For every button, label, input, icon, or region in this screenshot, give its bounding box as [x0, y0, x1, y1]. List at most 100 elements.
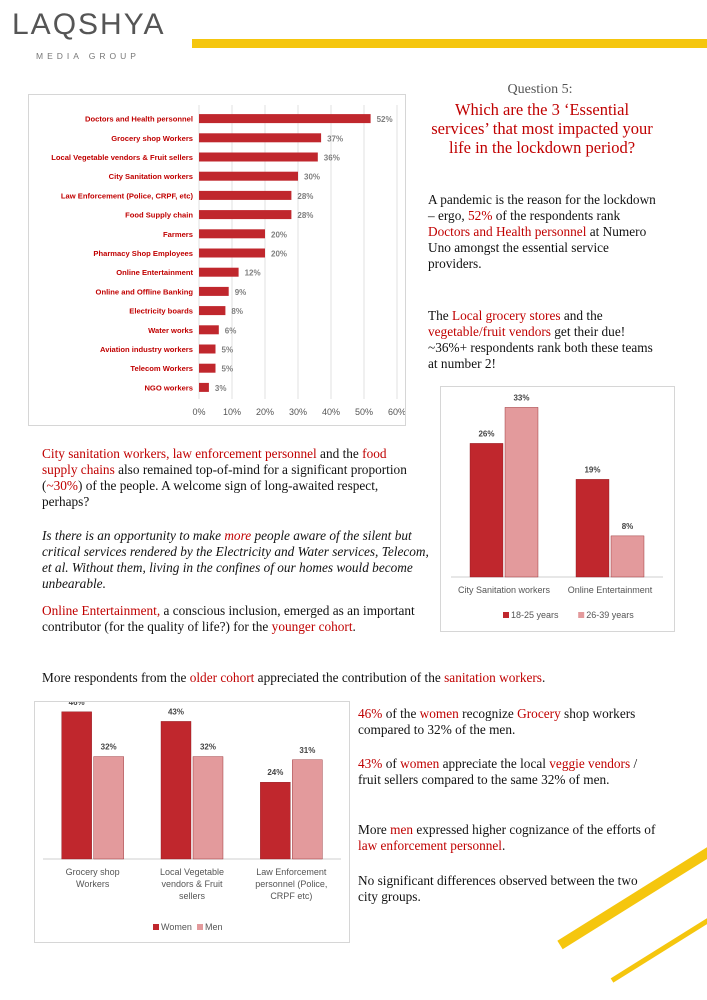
paragraph-doctors: A pandemic is the reason for the lockdow…	[428, 192, 656, 271]
bar	[199, 152, 318, 162]
bar	[93, 756, 124, 860]
category-label: Farmers	[163, 230, 193, 239]
paragraph-older-cohort: More respondents from the older cohort a…	[42, 670, 546, 685]
data-label: 52%	[377, 115, 393, 124]
paragraph-men-law: More men expressed higher cognizance of …	[358, 822, 656, 853]
legend-swatch	[197, 924, 203, 930]
legend-label: Men	[205, 922, 223, 932]
paragraph-grocery: The Local grocery stores and the vegetab…	[428, 308, 653, 371]
data-label: 33%	[513, 393, 529, 402]
bar	[260, 781, 291, 860]
category-label: City Sanitation workers	[458, 585, 551, 595]
data-label: 20%	[271, 230, 287, 239]
paragraph-women-grocery: 46% of the women recognize Grocery shop …	[358, 706, 636, 737]
bar	[199, 363, 216, 373]
data-label: 30%	[304, 173, 320, 182]
bar	[199, 344, 216, 354]
bar	[199, 133, 322, 143]
x-tick-label: 20%	[256, 407, 274, 417]
question-text: Which are the 3 ‘Essential services’ tha…	[431, 100, 653, 157]
bar	[199, 210, 292, 220]
category-label: Aviation industry workers	[100, 345, 193, 354]
data-label: 9%	[235, 288, 247, 297]
data-label: 46%	[69, 702, 85, 707]
data-label: 3%	[215, 384, 227, 393]
paragraph-city-groups: No significant differences observed betw…	[358, 873, 638, 904]
header-accent-bar	[192, 39, 707, 48]
category-label: vendors & Fruit	[161, 879, 223, 889]
bar	[292, 759, 323, 860]
data-label: 5%	[222, 365, 234, 374]
data-label: 8%	[231, 307, 243, 316]
paragraph-online-entertainment: Online Entertainment, a conscious inclus…	[42, 603, 415, 634]
gender-chart-svg: 46% 32% Grocery shop Workers 43% 32% Local Veg…	[43, 702, 341, 932]
bar	[199, 248, 265, 258]
category-label: Food Supply chain	[125, 211, 193, 220]
data-label: 24%	[267, 768, 283, 777]
bar	[160, 721, 192, 860]
category-label: Pharmacy Shop Employees	[93, 249, 193, 258]
data-label: 31%	[299, 746, 315, 755]
bar	[199, 114, 371, 124]
data-label: 36%	[324, 154, 340, 163]
bar	[199, 229, 265, 239]
category-label: Law Enforcement (Police, CRPF, etc)	[61, 191, 194, 200]
legend-swatch	[153, 924, 159, 930]
question-number: Question 5:	[507, 82, 573, 97]
data-label: 43%	[168, 707, 184, 716]
category-label: Electricity boards	[129, 307, 193, 316]
legend-swatch	[578, 612, 585, 618]
data-label: 20%	[271, 250, 287, 259]
category-label: Grocery shop Workers	[111, 134, 193, 143]
bar	[199, 171, 298, 181]
bar	[575, 479, 610, 578]
bar	[199, 306, 226, 316]
legend-label: Women	[161, 922, 192, 932]
age-cohort-chart-svg: 26% 33% City Sanitation workers 19% 8% Online…	[451, 393, 663, 620]
brand-logo: LAQSHYA MEDIA GROUP	[12, 8, 172, 68]
category-label: Telecom Workers	[130, 364, 193, 373]
bar	[610, 535, 645, 578]
essential-services-chart-svg: 0% 10% 20% 30% 40% 50% 60% Doctors and Health p…	[51, 105, 405, 417]
data-label: 28%	[297, 192, 313, 201]
logo-main-text: LAQSHYA	[12, 8, 166, 41]
category-label: sellers	[179, 891, 206, 901]
legend-label: 18-25 years	[511, 610, 559, 620]
gender-chart: 46% 32% Grocery shop Workers 43% 32% Local Veg…	[34, 701, 350, 943]
bar	[199, 325, 219, 335]
bar	[199, 190, 292, 200]
age-cohort-chart: 26% 33% City Sanitation workers 19% 8% Online…	[440, 386, 675, 632]
category-label: City Sanitation workers	[109, 172, 193, 181]
category-label: Local Vegetable vendors & Fruit sellers	[51, 153, 193, 162]
x-tick-label: 10%	[223, 407, 241, 417]
category-label: Law Enforcement	[256, 867, 327, 877]
bar	[504, 407, 539, 578]
bar	[199, 267, 239, 277]
data-label: 32%	[101, 743, 117, 752]
bar	[469, 443, 504, 578]
bar	[192, 756, 224, 860]
data-label: 19%	[584, 465, 600, 474]
category-label: Workers	[76, 879, 110, 889]
category-label: Online and Offline Banking	[96, 287, 194, 296]
x-tick-label: 50%	[355, 407, 373, 417]
category-label: Online Entertainment	[568, 585, 653, 595]
category-label: Doctors and Health personnel	[85, 115, 193, 124]
paragraph-sanitation: City sanitation workers, law enforcement…	[42, 446, 407, 509]
category-label: Local Vegetable	[160, 867, 224, 877]
x-tick-label: 30%	[289, 407, 307, 417]
paragraph-awareness: Is there is an opportunity to make more …	[42, 528, 429, 591]
data-label: 6%	[225, 326, 237, 335]
data-label: 5%	[222, 346, 234, 355]
category-label: CRPF etc)	[270, 891, 312, 901]
category-label: Grocery shop	[66, 867, 120, 877]
data-label: 32%	[200, 743, 216, 752]
category-label: NGO workers	[144, 383, 193, 392]
legend-label: 26-39 years	[586, 610, 634, 620]
legend-swatch	[503, 612, 509, 618]
data-label: 37%	[327, 134, 343, 143]
category-label: Water works	[148, 326, 193, 335]
bar	[199, 382, 209, 392]
paragraph-women-veggie: 43% of women appreciate the local veggie…	[358, 756, 638, 787]
data-label: 26%	[478, 429, 494, 438]
